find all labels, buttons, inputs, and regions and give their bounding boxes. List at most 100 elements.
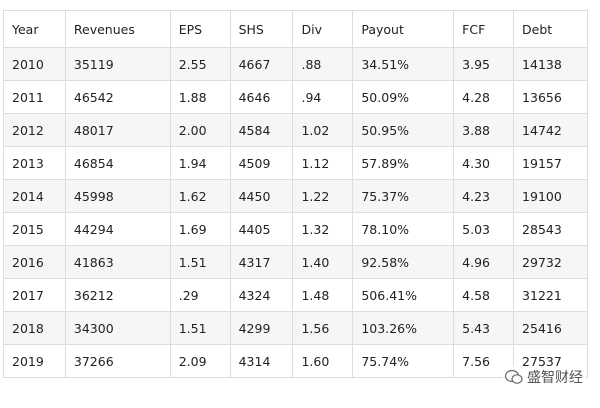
table-cell: 28543 [513, 212, 588, 246]
table-cell: 4.96 [453, 245, 515, 279]
table-cell: 25416 [513, 311, 588, 345]
table-cell: 41863 [64, 245, 171, 279]
table-cell: 4667 [229, 47, 294, 81]
table-cell: 1.40 [292, 245, 354, 279]
table-cell: 57.89% [352, 146, 455, 180]
table-cell: 1.60 [292, 344, 354, 378]
table-cell: 34300 [64, 311, 171, 345]
table-cell: 4.28 [453, 80, 515, 114]
table-cell: 2014 [3, 179, 66, 213]
table-row: 2012 48017 2.00 4584 1.02 50.95% 3.88 14742 [3, 113, 588, 147]
table-cell: 14138 [513, 47, 588, 81]
data-table: Year Revenues EPS SHS Div Payout FCF Debt 2010 3… [3, 10, 588, 378]
table-cell: 4.58 [453, 278, 515, 312]
table-cell: 4324 [229, 278, 294, 312]
table-cell: 4314 [229, 344, 294, 378]
watermark-text: 盛智财经 [527, 370, 583, 386]
table-cell: 1.02 [292, 113, 354, 147]
table-cell: .94 [292, 80, 354, 114]
table-row: 2017 36212.29 4324 1.48 506.41% 4.58 31221 [3, 278, 588, 312]
table-cell: 2012 [3, 113, 66, 147]
table-cell: 2011 [3, 80, 66, 114]
table-cell: 4584 [229, 113, 294, 147]
table-cell: 4.30 [453, 146, 515, 180]
table-cell: 103.26% [352, 311, 455, 345]
table-cell: 45998 [64, 179, 171, 213]
table-cell: 1.88 [169, 80, 231, 114]
table-cell: 2015 [3, 212, 66, 246]
table-cell: 35119 [64, 47, 171, 81]
table-cell: 4405 [229, 212, 294, 246]
table-cell: 37266 [64, 344, 171, 378]
table-cell: 36212 [64, 278, 171, 312]
table-cell: 1.22 [292, 179, 354, 213]
table-row: 2011 46542 1.88 4646.94 50.09% 4.28 13656 [3, 80, 588, 114]
table-row: 2010 35119 2.55 4667.88 34.51% 3.95 14138 [3, 47, 588, 81]
table-cell: 46542 [64, 80, 171, 114]
table-cell: 1.12 [292, 146, 354, 180]
table-cell: 78.10% [352, 212, 455, 246]
table-cell: 2019 [3, 344, 66, 378]
header-cell: Payout [352, 10, 455, 48]
table-cell: .29 [169, 278, 231, 312]
table-cell: 2.55 [169, 47, 231, 81]
header-cell: SHS [229, 10, 294, 48]
table-cell: 2013 [3, 146, 66, 180]
watermark-icon [505, 369, 523, 384]
table-cell: .88 [292, 47, 354, 81]
table-body: 2010 35119 2.55 4667.88 34.51% 3.95 14138 2011 4… [3, 47, 588, 378]
table-cell: 4646 [229, 80, 294, 114]
table-cell: 19100 [513, 179, 588, 213]
table-cell: 34.51% [352, 47, 455, 81]
table-cell: 2.09 [169, 344, 231, 378]
table-cell: 2017 [3, 278, 66, 312]
table-cell: 1.32 [292, 212, 354, 246]
table-cell: 19157 [513, 146, 588, 180]
header-row: Year Revenues EPS SHS Div Payout FCF Debt [3, 10, 588, 48]
header-cell: FCF [453, 10, 515, 48]
table-cell: 1.51 [169, 245, 231, 279]
table-cell: 92.58% [352, 245, 455, 279]
table-cell: 46854 [64, 146, 171, 180]
table-cell: 3.88 [453, 113, 515, 147]
table-cell: 2016 [3, 245, 66, 279]
table-cell: 75.74% [352, 344, 455, 378]
header-cell: Div [292, 10, 354, 48]
table-cell: 29732 [513, 245, 588, 279]
table-row: 2018 34300 1.51 4299 1.56 103.26% 5.43 25416 [3, 311, 588, 345]
table-cell: 1.56 [292, 311, 354, 345]
table-cell: 50.09% [352, 80, 455, 114]
table-cell: 2.00 [169, 113, 231, 147]
header-cell: Year [3, 10, 66, 48]
table-row: 2016 41863 1.51 4317 1.40 92.58% 4.96 29732 [3, 245, 588, 279]
table-cell: 1.48 [292, 278, 354, 312]
table-cell: 4317 [229, 245, 294, 279]
table-cell: 1.94 [169, 146, 231, 180]
table-cell: 48017 [64, 113, 171, 147]
header-cell: Debt [513, 10, 588, 48]
header-cell: Revenues [64, 10, 171, 48]
table-row: 2013 46854 1.94 4509 1.12 57.89% 4.30 19157 [3, 146, 588, 180]
table-cell: 14742 [513, 113, 588, 147]
header-cell: EPS [169, 10, 231, 48]
table-cell: 4450 [229, 179, 294, 213]
table-cell: 4509 [229, 146, 294, 180]
table-cell: 50.95% [352, 113, 455, 147]
watermark: 盛智财经 [502, 366, 586, 388]
table-row: 2015 44294 1.69 4405 1.32 78.10% 5.03 28543 [3, 212, 588, 246]
table-cell: 5.43 [453, 311, 515, 345]
table-cell: 2018 [3, 311, 66, 345]
table-cell: 44294 [64, 212, 171, 246]
table-cell: 506.41% [352, 278, 455, 312]
table-cell: 75.37% [352, 179, 455, 213]
table-cell: 3.95 [453, 47, 515, 81]
table-cell: 31221 [513, 278, 588, 312]
table-cell: 13656 [513, 80, 588, 114]
table-cell: 1.51 [169, 311, 231, 345]
table-cell: 5.03 [453, 212, 515, 246]
table-cell: 2010 [3, 47, 66, 81]
table-row: 2019 37266 2.09 4314 1.60 75.74% 7.56 27537 [3, 344, 588, 378]
table-cell: 1.69 [169, 212, 231, 246]
table-cell: 1.62 [169, 179, 231, 213]
